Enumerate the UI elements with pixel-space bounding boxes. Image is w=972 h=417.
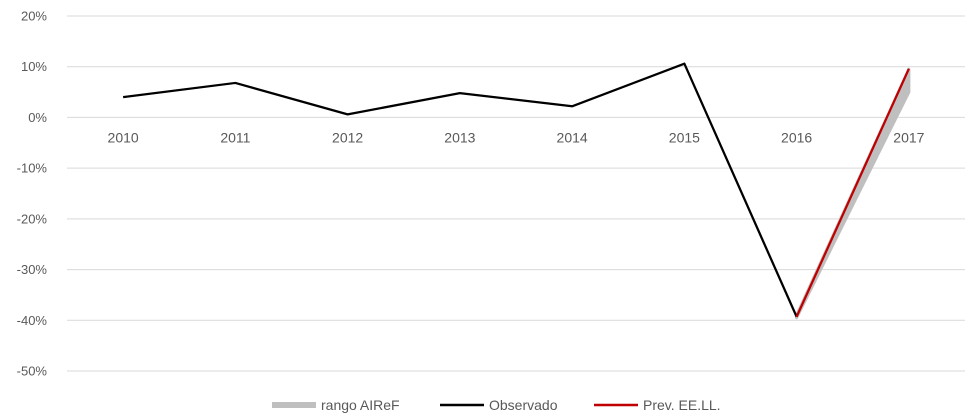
series-line-1 bbox=[122, 62, 798, 318]
y-tick-label: -40% bbox=[17, 313, 48, 328]
y-tick-label: -50% bbox=[17, 364, 48, 379]
legend-swatch-2 bbox=[594, 403, 638, 407]
x-tick-label: 2017 bbox=[893, 129, 924, 145]
series-line-2 bbox=[795, 68, 910, 318]
y-tick-label: 0% bbox=[28, 110, 47, 125]
y-axis-tick-labels: 20% 10% 0% -10% -20% -30% -40% -50% bbox=[17, 9, 48, 379]
x-tick-label: 2015 bbox=[669, 129, 700, 145]
legend-swatch-1 bbox=[440, 403, 484, 407]
x-tick-label: 2014 bbox=[557, 129, 588, 145]
legend: rango AIReF Observado Prev. EE.LL. bbox=[272, 397, 721, 413]
legend-label-1: Observado bbox=[489, 397, 558, 413]
legend-swatch-0 bbox=[272, 402, 316, 408]
series-layer bbox=[122, 62, 911, 320]
y-tick-label: 10% bbox=[21, 59, 47, 74]
y-tick-label: 20% bbox=[21, 9, 47, 24]
y-tick-label: -30% bbox=[17, 262, 48, 277]
legend-label-0: rango AIReF bbox=[321, 397, 400, 413]
x-axis-tick-labels: 2010 2011 2012 2013 2014 2015 2016 2017 bbox=[108, 129, 925, 145]
x-tick-label: 2011 bbox=[220, 129, 250, 145]
y-tick-label: -20% bbox=[17, 211, 48, 226]
y-tick-label: -10% bbox=[17, 161, 48, 176]
x-tick-label: 2010 bbox=[108, 129, 139, 145]
gridlines bbox=[67, 15, 965, 372]
x-tick-label: 2013 bbox=[444, 129, 475, 145]
x-tick-label: 2012 bbox=[332, 129, 363, 145]
legend-label-2: Prev. EE.LL. bbox=[643, 397, 721, 413]
x-tick-label: 2016 bbox=[781, 129, 812, 145]
